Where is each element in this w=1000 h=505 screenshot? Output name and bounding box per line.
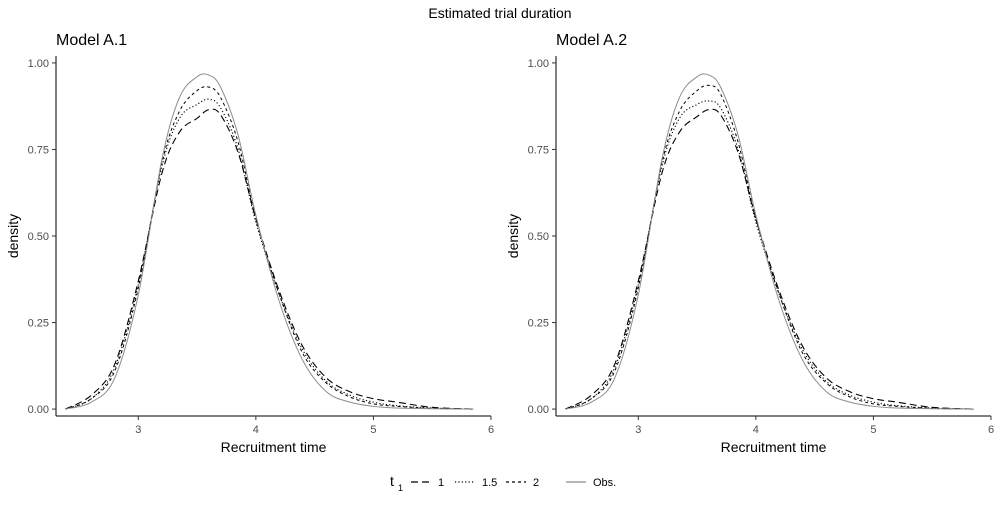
y-tick-label: 1.00 — [528, 58, 549, 70]
x-tick-label: 3 — [135, 424, 141, 436]
x-tick-label: 4 — [753, 424, 759, 436]
y-tick-label: 1.00 — [28, 58, 49, 70]
legend-title-subscript: 1 — [398, 483, 403, 493]
x-axis-label: Recruitment time — [221, 439, 327, 455]
legend-entry-label: 1.5 — [482, 477, 497, 489]
y-tick-label: 0.25 — [28, 318, 49, 330]
y-tick-label: 0.50 — [28, 231, 49, 243]
panel-title: Model A.1 — [56, 32, 127, 49]
legend: t 1 1 1.5 2 Obs. — [390, 473, 616, 493]
legend-entry-label: 1 — [438, 477, 444, 489]
x-tick-label: 6 — [488, 424, 494, 436]
legend-title: t — [390, 473, 394, 489]
chart-panels: Model A.1 0.00 0.25 0.50 0.75 1.00 3 4 5 6 Recruit… — [5, 32, 994, 455]
legend-entry-label: Obs. — [593, 477, 616, 489]
series-line-1 — [65, 108, 474, 410]
series-line-1-5 — [65, 98, 474, 410]
legend-entry-label: 2 — [533, 477, 539, 489]
y-tick-label: 0.25 — [528, 318, 549, 330]
y-tick-label: 0.00 — [528, 404, 549, 416]
x-tick-label: 5 — [370, 424, 376, 436]
panel-title: Model A.2 — [556, 32, 627, 49]
figure-title: Estimated trial duration — [428, 5, 571, 21]
y-axis-label: density — [5, 214, 21, 258]
x-tick-label: 5 — [870, 424, 876, 436]
y-tick-label: 0.75 — [528, 144, 549, 156]
x-tick-label: 3 — [635, 424, 641, 436]
series-line-1-5 — [565, 100, 974, 410]
x-tick-label: 6 — [988, 424, 994, 436]
panel-2: Model A.2 0.00 0.25 0.50 0.75 1.00 3 4 5 6 Recruit… — [505, 32, 994, 455]
x-tick-label: 4 — [253, 424, 259, 436]
panel-1: Model A.1 0.00 0.25 0.50 0.75 1.00 3 4 5 6 Recruit… — [5, 32, 494, 455]
series-line-obs — [565, 73, 974, 410]
y-tick-label: 0.75 — [28, 144, 49, 156]
series-line-1 — [565, 108, 974, 410]
y-tick-label: 0.00 — [28, 404, 49, 416]
series-line-2 — [565, 84, 974, 410]
series-line-obs — [65, 73, 474, 410]
x-axis-label: Recruitment time — [721, 439, 827, 455]
series-line-2 — [65, 86, 474, 410]
y-tick-label: 0.50 — [528, 231, 549, 243]
y-axis-label: density — [505, 214, 521, 258]
